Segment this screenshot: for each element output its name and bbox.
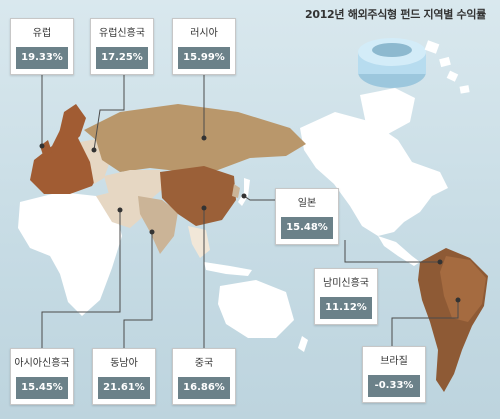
map-title: 2012년 해외주식형 펀드 지역별 수익률	[304, 8, 486, 21]
marker-europe	[39, 143, 45, 149]
brazil-landmass	[440, 256, 486, 322]
region-return: 15.45%	[16, 377, 68, 399]
callout-asia-emerging: 아시아신흥국 15.45%	[10, 348, 74, 405]
marker-asia-emerging	[117, 207, 123, 213]
new-zealand-landmass	[298, 336, 308, 352]
scandinavia-landmass	[58, 104, 86, 146]
region-name: 유럽신흥국	[99, 28, 145, 39]
region-return: 11.12%	[320, 297, 372, 319]
leader-asia-emerging	[41, 210, 121, 348]
callout-japan: 일본 15.48%	[275, 188, 339, 245]
region-return: 15.48%	[281, 217, 333, 239]
leader-europe-emerging	[93, 73, 125, 151]
marker-japan	[241, 193, 247, 199]
india-landmass	[138, 196, 178, 254]
north-america-landmass	[300, 112, 448, 236]
russia-landmass	[84, 104, 306, 172]
region-return: 19.33%	[16, 47, 68, 69]
region-name: 러시아	[190, 28, 218, 39]
region-return: 16.86%	[178, 377, 230, 399]
region-return: 15.99%	[178, 47, 230, 69]
region-name: 동남아	[110, 358, 138, 369]
central-asia-landmass	[104, 170, 166, 206]
marker-russia	[201, 135, 207, 141]
region-name: 아시아신흥국	[14, 358, 70, 369]
callout-europe-emerging: 유럽신흥국 17.25%	[90, 18, 154, 75]
region-name: 남미신흥국	[323, 278, 369, 289]
region-name: 중국	[194, 358, 214, 369]
leader-latam	[344, 240, 440, 263]
callout-china: 중국 16.86%	[172, 348, 236, 405]
callout-brazil: 브라질 -0.33%	[362, 346, 426, 403]
callout-russia: 러시아 15.99%	[172, 18, 236, 75]
marker-sea	[149, 229, 155, 235]
exchange-building-illustration	[358, 38, 470, 94]
region-name: 유럽	[32, 28, 52, 39]
africa-landmass	[18, 192, 122, 316]
region-name: 일본	[297, 198, 317, 209]
marker-brazil	[455, 297, 461, 303]
region-return: 17.25%	[96, 47, 148, 69]
leader-japan	[243, 195, 275, 201]
marker-europe-emerging	[91, 147, 97, 153]
southeast-asia-landmass	[188, 226, 210, 258]
marker-latam	[437, 259, 443, 265]
region-return: -0.33%	[368, 375, 420, 397]
korea-landmass	[232, 184, 240, 198]
marker-china	[201, 205, 207, 211]
australia-landmass	[218, 280, 294, 338]
callout-latam-emerging: 남미신흥국 11.12%	[314, 268, 378, 325]
japan-landmass	[238, 178, 250, 206]
region-name: 브라질	[380, 356, 408, 367]
callout-southeast-asia: 동남아 21.61%	[92, 348, 156, 405]
leader-sea	[123, 232, 153, 348]
china-landmass	[160, 166, 236, 226]
central-america-landmass	[378, 236, 420, 266]
europe-landmass	[30, 126, 100, 194]
leader-brazil	[391, 300, 459, 346]
greenland-landmass	[360, 88, 415, 134]
region-return: 21.61%	[98, 377, 150, 399]
callout-europe: 유럽 19.33%	[10, 18, 74, 75]
indonesia-landmass	[204, 262, 252, 276]
